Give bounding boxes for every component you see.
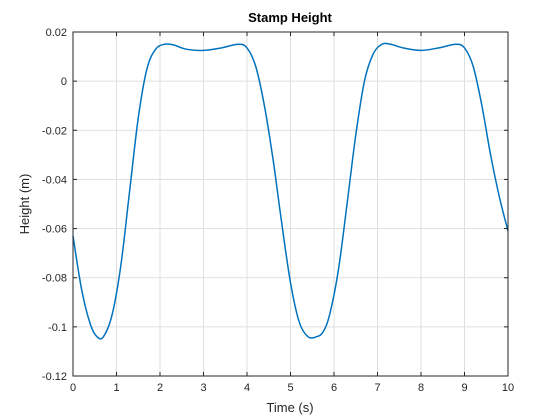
y-tick-label: -0.02 xyxy=(42,125,67,137)
x-tick-label: 5 xyxy=(287,382,293,394)
x-tick-label: 1 xyxy=(113,382,119,394)
y-tick-label: -0.12 xyxy=(42,371,67,383)
series-line xyxy=(72,42,509,340)
y-tick-label: -0.1 xyxy=(48,322,67,334)
y-tick-label: -0.04 xyxy=(42,174,67,186)
x-tick-label: 7 xyxy=(374,382,380,394)
x-tick-label: 4 xyxy=(244,382,250,394)
x-tick-label: 2 xyxy=(157,382,163,394)
x-tick-label: 8 xyxy=(418,382,424,394)
x-axis-label: Time (s) xyxy=(266,400,313,415)
y-tick-label: -0.08 xyxy=(42,273,67,285)
x-tick-label: 3 xyxy=(200,382,206,394)
x-tick-label: 6 xyxy=(331,382,337,394)
y-tick-label: 0 xyxy=(61,76,67,88)
axis-ticks: 0 1 2 3 4 5 6 7 8 9 10 -0.12 -0.1 -0.08 -0.06 -0.04 -0.0… xyxy=(42,27,514,394)
data-series xyxy=(72,42,509,340)
x-tick-label: 0 xyxy=(70,382,76,394)
x-tick-label: 9 xyxy=(461,382,467,394)
y-tick-label: -0.06 xyxy=(42,224,67,236)
chart-title: Stamp Height xyxy=(248,10,332,25)
x-tick-label: 10 xyxy=(502,382,514,394)
y-axis-label: Height (m) xyxy=(17,174,32,235)
y-tick-label: 0.02 xyxy=(46,27,67,39)
